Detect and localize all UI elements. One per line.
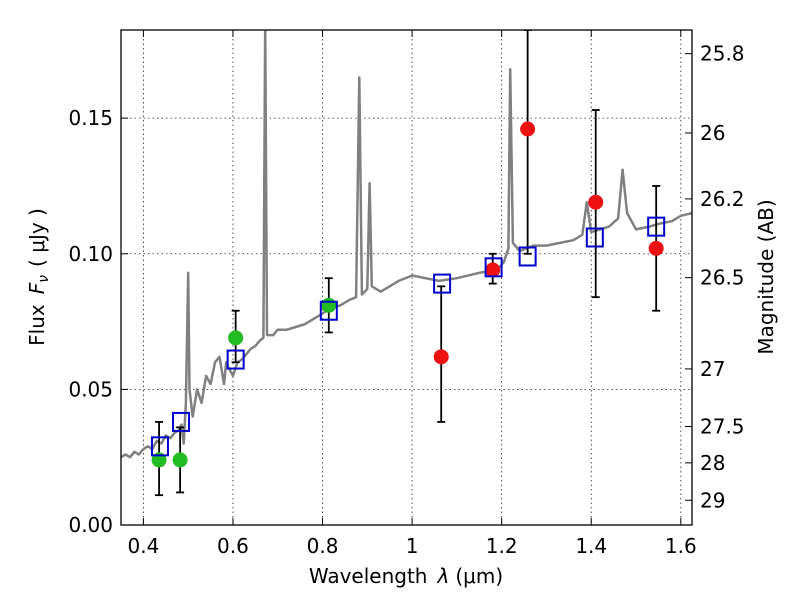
x-tick-label: 0.8 (307, 534, 339, 558)
x-tick-label: 0.6 (217, 534, 249, 558)
data-point (648, 240, 664, 256)
data-point (520, 121, 536, 137)
model-square (585, 227, 604, 248)
data-point (433, 349, 449, 365)
data-point (151, 452, 167, 468)
x-tick-label: 1 (406, 534, 419, 558)
marker-layer (150, 121, 666, 468)
x-tick-label: 1.4 (575, 534, 607, 558)
y-tick-label: 0.10 (68, 242, 113, 266)
x-tick-label: 1.6 (665, 534, 697, 558)
y2-tick-label: 26 (700, 121, 725, 145)
x-axis-label-symbol: λ (437, 564, 450, 588)
x-axis-label-text: Wavelength (309, 564, 428, 588)
model-square (433, 273, 452, 294)
model-square (518, 246, 537, 267)
y2-tick-label: 25.8 (700, 42, 745, 66)
tick-layer: 0.4 0.6 0.8 1 1.2 1.4 1.6 0.00 0.05 0.10 0.15 25.8 2… (68, 30, 745, 558)
y2-tick-label: 27.5 (700, 415, 745, 439)
y-axis-label-subscript: ν (36, 275, 52, 283)
y-axis-label-symbol: F (25, 282, 49, 294)
y2-tick-label: 29 (700, 488, 725, 512)
y2-tick-label: 26.2 (700, 187, 745, 211)
x-axis-label-unit: (μm) (455, 564, 503, 588)
data-point (172, 452, 188, 468)
x-axis-label: Wavelength λ (μm) (309, 564, 503, 588)
model-square (226, 349, 245, 370)
model-square (319, 300, 338, 321)
x-tick-label: 0.4 (127, 534, 159, 558)
grid (121, 30, 692, 525)
y-tick-label: 0.05 (68, 377, 113, 401)
y2-tick-label: 27 (700, 357, 725, 381)
x-tick-label: 1.2 (486, 534, 518, 558)
model-square (172, 411, 191, 432)
data-point (485, 262, 501, 278)
model-square (647, 216, 666, 237)
y-tick-label: 0.00 (68, 513, 113, 537)
model-square (150, 436, 169, 457)
y2-axis-label: Magnitude (AB) (754, 199, 778, 354)
model-square (484, 257, 503, 278)
data-point (228, 330, 244, 346)
y-axis-label: Flux Fν ( μJy ) (25, 208, 52, 346)
y-tick-label: 0.15 (68, 106, 113, 130)
y2-tick-label: 28 (700, 451, 725, 475)
data-point (321, 297, 337, 313)
y-axis-label-unit: ( μJy ) (25, 208, 49, 267)
y-axis-label-text: Flux (25, 304, 49, 346)
y2-tick-label: 26.5 (700, 266, 745, 290)
data-point (588, 194, 604, 210)
